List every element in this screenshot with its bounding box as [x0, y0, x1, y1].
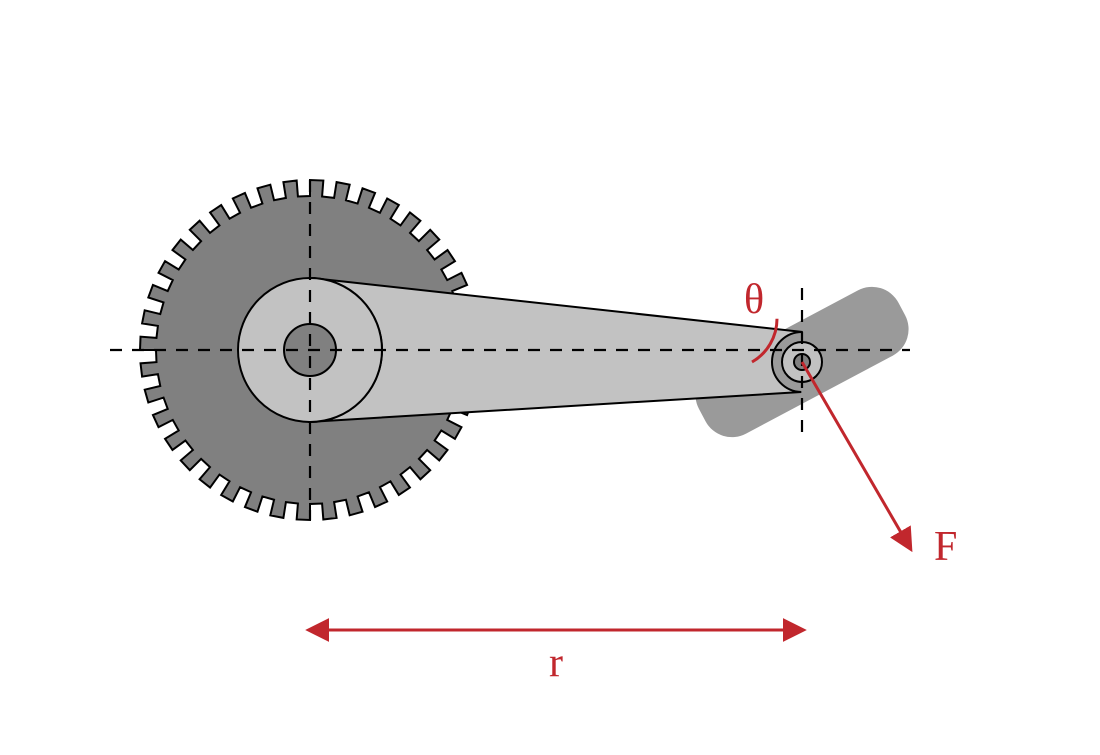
force-vector — [802, 362, 910, 548]
theta-label: θ — [744, 277, 764, 323]
force-label: F — [934, 524, 957, 570]
r-label: r — [549, 640, 563, 686]
